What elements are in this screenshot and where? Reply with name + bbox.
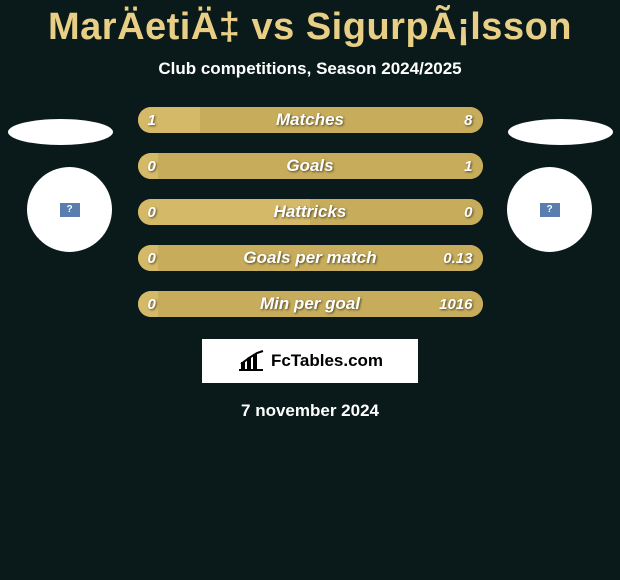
stat-rows: 18Matches 01Goals 00Hattricks 00.13Goals pe…	[138, 107, 483, 317]
stat-label: Matches	[138, 107, 483, 133]
stat-row: 00Hattricks	[138, 199, 483, 225]
stat-label: Goals	[138, 153, 483, 179]
stat-label: Goals per match	[138, 245, 483, 271]
player-left-badge: ?	[27, 167, 112, 252]
chart-icon	[237, 350, 265, 372]
stat-row: 01016Min per goal	[138, 291, 483, 317]
player-right-platform	[508, 119, 613, 145]
player-left-platform	[8, 119, 113, 145]
player-right-badge: ?	[507, 167, 592, 252]
stat-label: Hattricks	[138, 199, 483, 225]
stat-row: 18Matches	[138, 107, 483, 133]
stat-row: 01Goals	[138, 153, 483, 179]
page-title: MarÄetiÄ‡ vs SigurpÃ¡lsson	[0, 0, 620, 49]
shield-icon: ?	[540, 203, 560, 217]
logo-text: FcTables.com	[271, 351, 383, 371]
logo-box: FcTables.com	[202, 339, 418, 383]
shield-icon: ?	[60, 203, 80, 217]
comparison-area: ? ? 18Matches 01Goals 00Hattricks 00.13Goal…	[0, 107, 620, 421]
stat-label: Min per goal	[138, 291, 483, 317]
date: 7 november 2024	[0, 401, 620, 421]
subtitle: Club competitions, Season 2024/2025	[0, 59, 620, 79]
stat-row: 00.13Goals per match	[138, 245, 483, 271]
